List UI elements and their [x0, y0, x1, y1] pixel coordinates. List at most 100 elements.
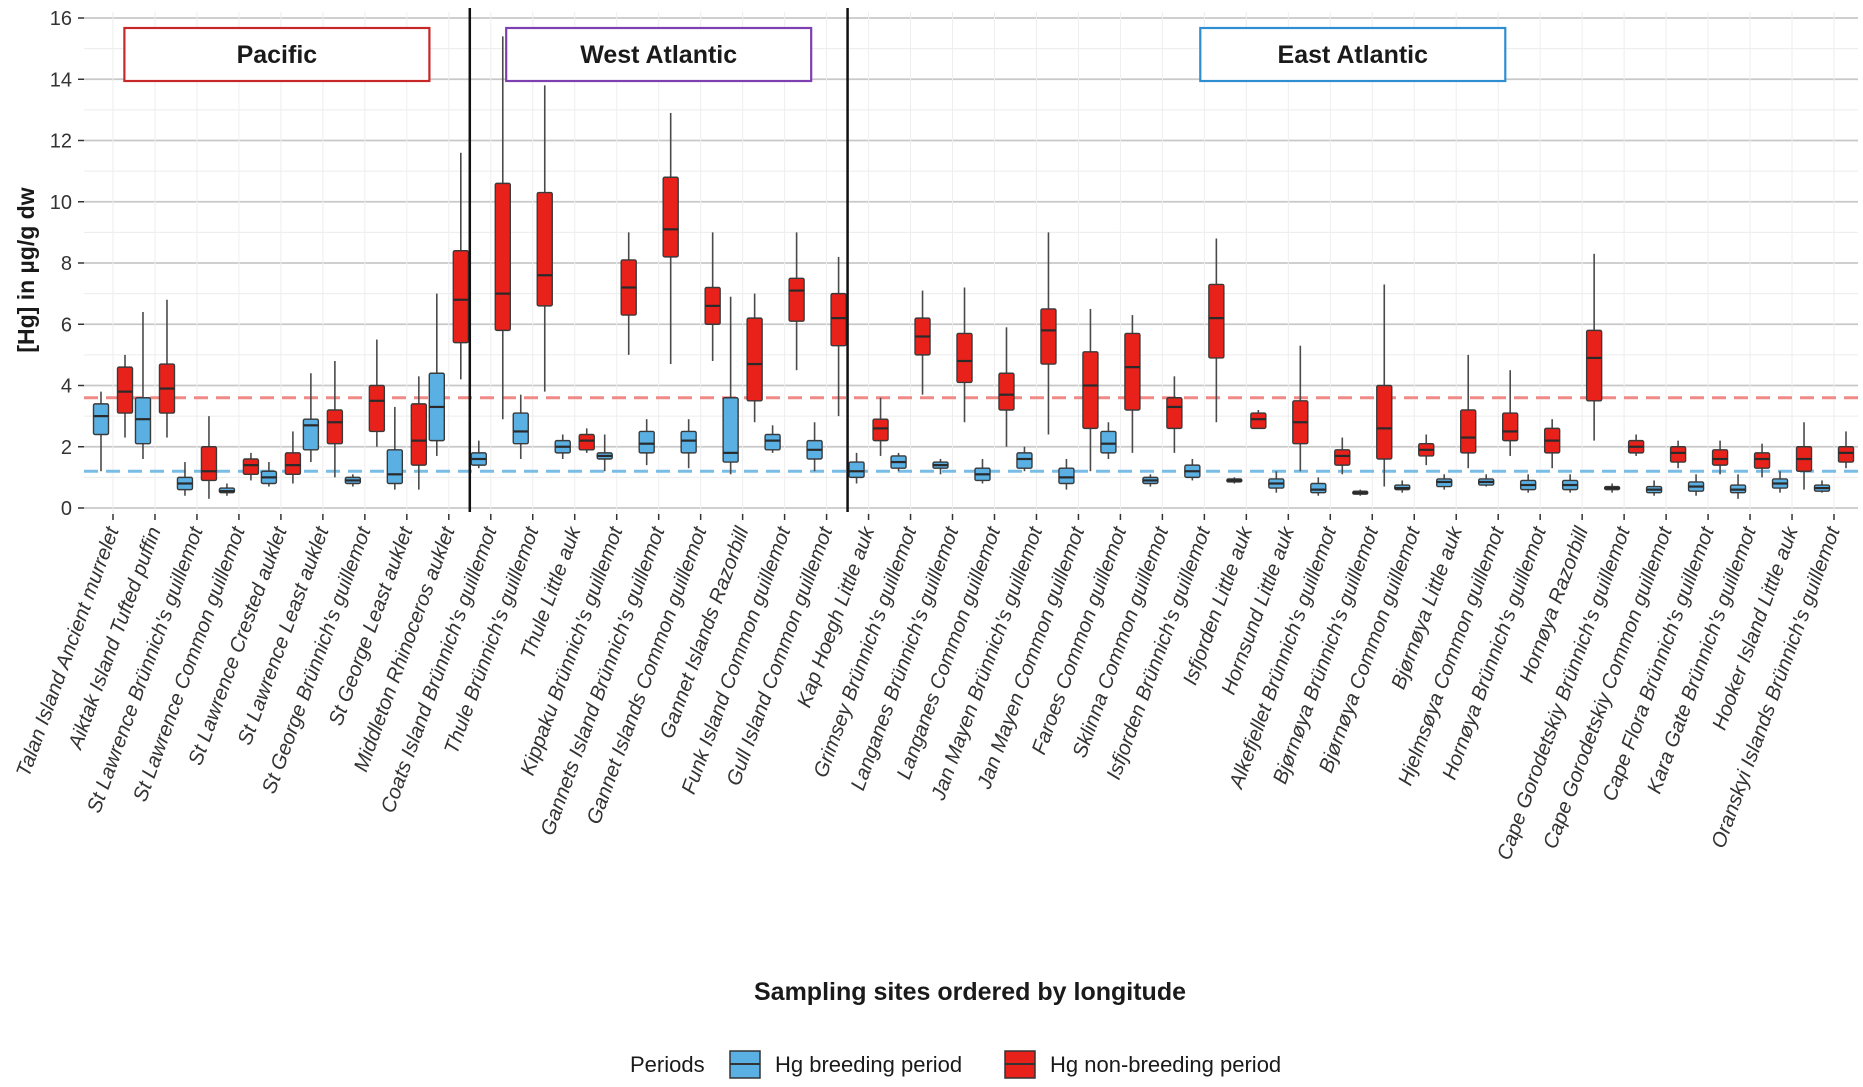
- box-breeding: [1729, 474, 1747, 499]
- box-nonbreeding: [830, 256, 847, 417]
- y-tick-label: 2: [61, 437, 72, 459]
- box-body: [1082, 351, 1099, 430]
- box-body: [1837, 446, 1855, 463]
- y-tick-label: 0: [61, 498, 72, 520]
- box-breeding: [134, 312, 152, 459]
- box-nonbreeding: [1795, 422, 1813, 490]
- legend-label-nonbreeding: Hg non-breeding period: [1050, 1052, 1281, 1077]
- box-breeding: [1268, 471, 1285, 493]
- box-breeding: [1687, 474, 1705, 496]
- box-nonbreeding: [200, 416, 218, 499]
- legend-title: Periods: [630, 1052, 705, 1077]
- box-nonbreeding: [1208, 238, 1225, 423]
- box-body: [1460, 409, 1477, 454]
- box-nonbreeding: [704, 232, 721, 361]
- box-breeding: [1394, 480, 1411, 493]
- box-body: [746, 317, 763, 402]
- box-body: [1208, 283, 1225, 359]
- box-nonbreeding: [1753, 443, 1771, 478]
- y-tick-label: 8: [61, 253, 72, 275]
- box-breeding: [554, 434, 571, 459]
- box-nonbreeding: [410, 376, 428, 490]
- box-nonbreeding: [158, 299, 176, 438]
- box-breeding: [596, 434, 613, 472]
- box-breeding: [806, 422, 823, 472]
- box-breeding: [764, 425, 781, 453]
- box-breeding: [470, 440, 487, 469]
- box-nonbreeding: [494, 36, 511, 420]
- box-breeding: [1100, 422, 1117, 459]
- box-nonbreeding: [662, 112, 679, 365]
- y-axis-label: [Hg] in µg/g dw: [13, 187, 39, 352]
- box-nonbreeding: [1334, 437, 1351, 475]
- box-body: [872, 418, 889, 442]
- box-nonbreeding: [1837, 431, 1855, 469]
- box-body: [386, 449, 404, 485]
- box-nonbreeding: [1124, 315, 1141, 453]
- box-nonbreeding: [242, 452, 260, 481]
- box-body: [1250, 412, 1267, 430]
- box-nonbreeding: [1418, 434, 1435, 466]
- box-body: [1501, 412, 1519, 442]
- box-nonbreeding: [620, 232, 637, 355]
- box-body: [200, 446, 218, 482]
- box-breeding: [1310, 477, 1327, 496]
- box-breeding: [428, 293, 446, 456]
- box-nonbreeding: [116, 354, 134, 438]
- box-body: [956, 332, 973, 384]
- box-body: [764, 433, 781, 451]
- box-body: [1100, 430, 1117, 454]
- box-body: [1711, 449, 1729, 466]
- region-box: [505, 26, 813, 83]
- box-body: [1166, 397, 1183, 430]
- box-breeding: [1771, 471, 1789, 493]
- box-body: [848, 461, 865, 479]
- region-label: Pacific: [237, 41, 318, 69]
- box-body: [368, 384, 386, 433]
- box-nonbreeding: [1627, 434, 1645, 456]
- box-body: [410, 403, 428, 466]
- box-body: [722, 397, 739, 463]
- box-body: [638, 430, 655, 454]
- y-tick-label: 6: [61, 314, 72, 336]
- box-breeding: [218, 483, 236, 496]
- box-nonbreeding: [1040, 232, 1057, 435]
- box-nonbreeding: [1585, 253, 1603, 441]
- box-breeding: [932, 459, 949, 475]
- box-body: [998, 372, 1015, 411]
- x-axis-label: Sampling sites ordered by longitude: [754, 978, 1186, 1006]
- box-nonbreeding: [746, 293, 763, 423]
- box-body: [134, 397, 152, 445]
- box-breeding: [386, 406, 404, 490]
- box-breeding: [974, 459, 991, 484]
- box-breeding: [1352, 489, 1369, 496]
- box-body: [1040, 308, 1057, 365]
- box-body: [788, 277, 805, 322]
- box-body: [578, 433, 595, 451]
- box-breeding: [1645, 480, 1663, 496]
- box-body: [1124, 332, 1141, 411]
- box-breeding: [1813, 480, 1831, 493]
- box-breeding: [848, 452, 865, 484]
- box-breeding: [1226, 477, 1243, 484]
- box-body: [284, 452, 302, 476]
- box-breeding: [302, 373, 320, 463]
- box-breeding: [344, 474, 362, 487]
- box-nonbreeding: [1460, 354, 1477, 469]
- box-nonbreeding: [872, 397, 889, 456]
- box-nonbreeding: [1166, 376, 1183, 453]
- box-body: [302, 418, 320, 451]
- box-body: [1310, 482, 1327, 494]
- box-nonbreeding: [1082, 308, 1099, 472]
- box-breeding: [722, 296, 739, 475]
- box-body: [116, 366, 134, 414]
- box-breeding: [1016, 446, 1033, 472]
- box-body: [1585, 329, 1603, 402]
- box-breeding: [1519, 474, 1537, 493]
- box-body: [92, 403, 110, 436]
- box-nonbreeding: [368, 339, 386, 447]
- box-nonbreeding: [914, 290, 931, 395]
- box-body: [1669, 446, 1687, 463]
- box-breeding: [890, 452, 907, 472]
- box-breeding: [680, 419, 697, 469]
